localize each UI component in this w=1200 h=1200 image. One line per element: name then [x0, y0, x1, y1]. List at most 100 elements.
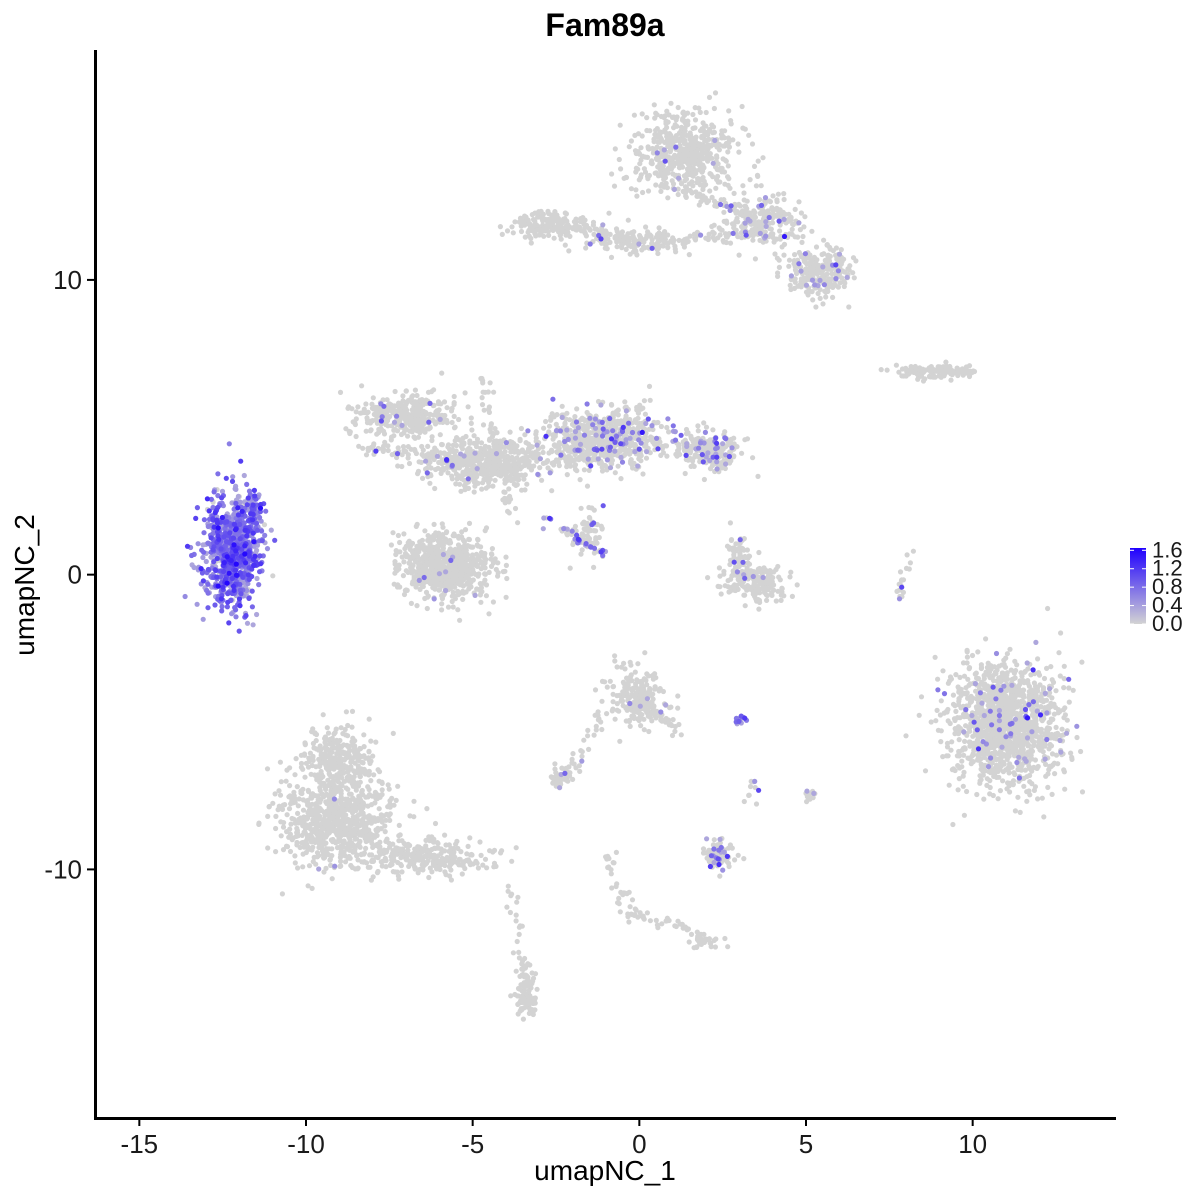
cell-point — [702, 138, 708, 144]
cell-point — [486, 483, 492, 489]
cell-point — [742, 592, 748, 598]
cell-point — [653, 145, 659, 152]
cell-point — [492, 477, 498, 483]
cell-point — [995, 796, 1001, 802]
cell-point — [950, 766, 957, 772]
cell-point — [1028, 672, 1034, 678]
cell-point — [452, 438, 458, 444]
cell-point — [654, 126, 660, 132]
cell-point — [428, 537, 434, 543]
cell-point — [675, 104, 681, 111]
cell-point — [466, 467, 472, 473]
cell-point — [611, 423, 618, 429]
cell-point — [713, 185, 719, 191]
cell-point — [1057, 673, 1063, 679]
cell-point — [687, 130, 693, 136]
cell-point — [645, 146, 652, 152]
cell-point — [648, 434, 654, 440]
cell-point — [543, 418, 549, 425]
cell-point — [824, 288, 831, 294]
cell-point — [515, 466, 521, 472]
cell-point — [479, 486, 485, 492]
cell-point — [487, 476, 493, 482]
cell-point — [432, 485, 438, 492]
cell-point — [664, 108, 670, 114]
cell-point — [479, 456, 485, 462]
cell-point — [462, 527, 469, 533]
cell-point — [443, 575, 449, 581]
cell-point — [409, 553, 415, 560]
cell-point — [638, 458, 644, 464]
cell-point — [503, 554, 509, 560]
cell-point — [567, 233, 573, 239]
cell-point — [463, 458, 469, 465]
cell-point — [444, 420, 450, 426]
cell-point — [421, 408, 427, 414]
cell-point — [586, 467, 592, 473]
cell-point — [781, 196, 787, 203]
cell-point — [414, 521, 420, 527]
cell-point — [608, 401, 615, 408]
cell-point — [474, 562, 480, 568]
cell-point — [423, 564, 429, 570]
cell-point — [551, 414, 557, 420]
cell-point — [790, 221, 797, 228]
cell-point — [414, 603, 420, 609]
cell-point — [393, 551, 399, 558]
cell-point — [688, 463, 694, 469]
cell-point — [350, 419, 356, 425]
cell-point — [703, 109, 709, 116]
cell-point — [433, 555, 440, 561]
cell-point — [712, 90, 719, 96]
cell-point — [946, 782, 952, 788]
cell-point — [421, 401, 427, 407]
cell-point — [775, 563, 781, 570]
cell-point — [417, 586, 423, 593]
cell-point — [444, 405, 450, 411]
cell-point — [731, 545, 737, 551]
cell-point — [1043, 773, 1049, 779]
cell-point — [458, 544, 464, 551]
cell-point — [716, 565, 723, 571]
cell-point — [439, 412, 445, 418]
cell-point — [584, 483, 591, 489]
cell-point — [474, 436, 481, 442]
cell-point — [432, 559, 439, 565]
cell-point — [969, 743, 975, 749]
cell-point — [436, 530, 442, 536]
cell-point — [469, 427, 475, 433]
cell-point — [445, 470, 451, 476]
cell-point — [922, 768, 929, 774]
cell-point — [489, 448, 495, 454]
cell-point — [731, 441, 737, 447]
cell-point — [540, 444, 546, 450]
cell-point — [445, 604, 452, 610]
cell-point — [964, 690, 970, 696]
cell-point — [427, 459, 433, 465]
cell-point — [370, 395, 376, 401]
cell-point — [521, 462, 528, 469]
cell-point — [516, 460, 522, 466]
cell-point — [571, 440, 577, 446]
cell-point — [400, 398, 406, 404]
cell-point — [486, 467, 492, 473]
cell-point — [1062, 712, 1068, 718]
cell-point — [618, 476, 624, 482]
cell-point — [680, 110, 686, 116]
cell-point — [397, 539, 403, 546]
cell-point — [682, 470, 688, 477]
cell-point — [551, 442, 557, 448]
cell-point — [490, 560, 496, 566]
cell-point — [740, 183, 746, 189]
cell-point — [760, 155, 766, 161]
cell-point — [799, 239, 805, 245]
cell-point — [736, 149, 742, 155]
cell-point — [1059, 726, 1065, 732]
cell-point — [514, 448, 520, 454]
cell-point — [414, 392, 420, 399]
cell-point — [705, 575, 711, 581]
cell-point — [604, 246, 610, 252]
cell-point — [569, 421, 576, 427]
cell-point — [788, 286, 794, 293]
cell-point — [473, 551, 480, 557]
